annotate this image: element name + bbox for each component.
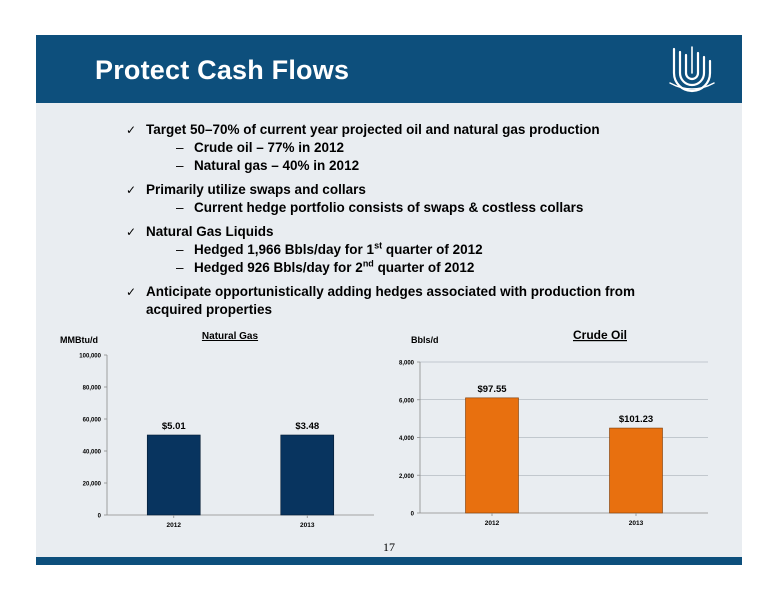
y-axis-label: MMBtu/d <box>60 335 98 345</box>
bullet-text: Primarily utilize swaps and collars <box>146 182 366 197</box>
sub-bullet: – Natural gas – 40% in 2012 <box>176 158 360 173</box>
natural-gas-chart: 0 20,000 40,000 60,000 80,000 100,000 2012 $5.0… <box>60 331 374 529</box>
data-label: $101.23 <box>619 414 653 425</box>
slide: Protect Cash Flows ✓ Target 50–70% of cu… <box>36 35 742 565</box>
x-tick-label: 2012 <box>167 522 182 529</box>
y-tick-label: 0 <box>98 514 102 520</box>
y-tick-label: 2,000 <box>399 474 415 480</box>
footer-bar <box>36 557 742 565</box>
sub-bullet-text: Current hedge portfolio consists of swap… <box>194 200 584 215</box>
company-logo-icon <box>669 46 715 93</box>
bullet-list: ✓ Target 50–70% of current year projecte… <box>124 121 694 325</box>
bullet-item: ✓ Natural Gas Liquids – Hedged 1,966 Bbls… <box>124 223 694 277</box>
check-icon: ✓ <box>126 285 137 299</box>
x-tick-label: 2013 <box>629 520 644 527</box>
sub-bullet: – Hedged 1,966 Bbls/day for 1st quarter o… <box>176 240 483 257</box>
y-tick-label: 40,000 <box>83 450 102 456</box>
check-icon: ✓ <box>126 183 137 197</box>
bar <box>146 434 201 516</box>
y-axis-label: Bbls/d <box>411 335 439 345</box>
ordinal-suffix: nd <box>362 258 374 269</box>
bullet-item: ✓ Anticipate opportunistically adding he… <box>124 283 694 319</box>
y-tick-label: 80,000 <box>83 386 102 392</box>
ordinal-suffix: st <box>374 240 383 251</box>
y-tick-label: 20,000 <box>83 482 102 488</box>
y-tick-label: 4,000 <box>399 436 415 442</box>
y-tick-label: 0 <box>411 512 415 518</box>
data-label: $3.48 <box>295 421 319 432</box>
check-icon: ✓ <box>126 123 137 137</box>
title-bar: Protect Cash Flows <box>36 35 742 103</box>
bullet-text: Anticipate opportunistically adding hedg… <box>146 284 636 317</box>
bar <box>609 427 663 514</box>
slide-title: Protect Cash Flows <box>95 55 350 85</box>
y-tick-label: 100,000 <box>79 354 101 360</box>
bullet-text: Target 50–70% of current year projected … <box>146 122 600 137</box>
sub-bullet: – Current hedge portfolio consists of swa… <box>176 200 584 215</box>
data-label: $5.01 <box>162 421 186 432</box>
y-tick-label: 6,000 <box>399 398 415 404</box>
sub-bullet-text: Hedged 1,966 Bbls/day for 1 <box>194 242 375 257</box>
bar <box>465 397 519 514</box>
sub-bullet: – Crude oil – 77% in 2012 <box>176 140 345 155</box>
x-tick-label: 2012 <box>485 520 500 527</box>
data-label: $97.55 <box>477 384 507 395</box>
sub-bullet-text: Hedged 926 Bbls/day for 2 <box>194 260 363 275</box>
page-number: 17 <box>383 540 395 554</box>
y-tick-label: 8,000 <box>399 361 415 367</box>
sub-bullet-text: quarter of 2012 <box>373 260 475 275</box>
bar <box>280 434 335 516</box>
chart-title: Natural Gas <box>202 331 259 342</box>
sub-bullet-text: quarter of 2012 <box>382 242 483 257</box>
bullet-item: ✓ Primarily utilize swaps and collars – C… <box>124 181 694 217</box>
check-icon: ✓ <box>126 225 137 239</box>
y-tick-label: 60,000 <box>83 418 102 424</box>
x-tick-label: 2013 <box>300 522 315 529</box>
sub-bullet-text: Crude oil – 77% in 2012 <box>194 140 345 155</box>
bullet-item: ✓ Target 50–70% of current year projecte… <box>124 121 694 175</box>
chart-title: Crude Oil <box>573 328 627 342</box>
sub-bullet: – Hedged 926 Bbls/day for 2nd quarter of … <box>176 258 475 275</box>
sub-bullet-text: Natural gas – 40% in 2012 <box>194 158 360 173</box>
crude-oil-chart: 0 2,000 4,000 6,000 8,000 2012 $97.55 2013 $101.… <box>399 328 708 527</box>
bullet-text: Natural Gas Liquids <box>146 224 274 239</box>
